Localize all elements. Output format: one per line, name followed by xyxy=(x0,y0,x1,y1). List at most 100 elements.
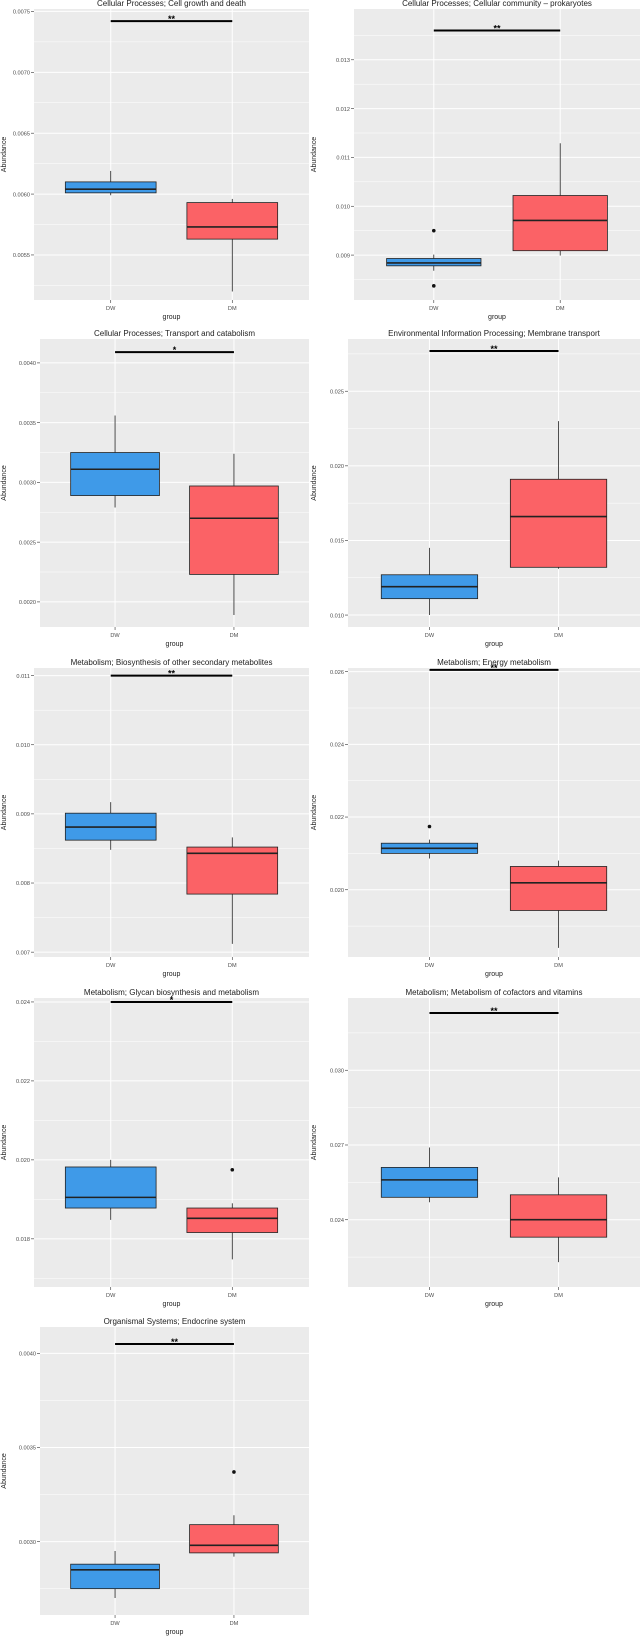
panel-title: Metabolism; Biosynthesis of other second… xyxy=(71,658,273,667)
y-tick-label: 0.0035 xyxy=(19,1446,36,1452)
x-axis-label: group xyxy=(166,641,184,648)
x-tick-label-DW: DW xyxy=(110,633,120,639)
x-tick-label-DM: DM xyxy=(230,1621,239,1627)
y-tick-label: 0.024 xyxy=(330,743,344,749)
significance-label: ** xyxy=(490,1006,498,1016)
panel-title: Environmental Information Processing; Me… xyxy=(388,329,600,338)
y-axis-label: Abundance xyxy=(311,137,318,173)
y-tick-label: 0.018 xyxy=(16,1237,30,1243)
box-DM xyxy=(509,478,608,568)
x-axis-label: group xyxy=(488,314,506,321)
y-tick-label: 0.0040 xyxy=(19,361,36,367)
y-tick-label: 0.010 xyxy=(336,204,350,210)
y-tick-label: 0.0060 xyxy=(13,192,30,198)
box-DW xyxy=(70,452,160,496)
y-tick-label: 0.012 xyxy=(336,107,350,113)
y-tick-label: 0.010 xyxy=(16,743,30,749)
outlier-point-DW xyxy=(431,284,436,288)
panel-title: Metabolism; Metabolism of cofactors and … xyxy=(406,988,583,997)
x-tick-label-DW: DW xyxy=(110,1621,120,1627)
x-tick-label-DW: DW xyxy=(106,306,116,312)
y-tick-label: 0.024 xyxy=(16,1000,30,1006)
x-axis-label: group xyxy=(163,971,181,978)
x-tick-label-DM: DM xyxy=(228,963,237,969)
panel-title: Organismal Systems; Endocrine system xyxy=(104,1317,246,1326)
y-axis-label: Abundance xyxy=(311,1125,318,1161)
x-tick-label-DW: DW xyxy=(425,963,435,969)
x-axis-label: group xyxy=(163,314,181,321)
box-DM xyxy=(189,1524,279,1554)
y-tick-label: 0.022 xyxy=(330,815,344,821)
y-tick-label: 0.020 xyxy=(16,1158,30,1164)
x-tick-label-DW: DW xyxy=(106,1293,116,1299)
panel-6: 0.020 0.022 0.024 0.026 **Metabolism; Energy… xyxy=(311,658,640,978)
significance-label: * xyxy=(173,345,177,355)
box-DM xyxy=(512,195,608,252)
outlier-point-DM xyxy=(230,1167,235,1172)
y-tick-label: 0.025 xyxy=(330,389,344,395)
x-tick-label-DM: DM xyxy=(554,963,563,969)
y-tick-label: 0.030 xyxy=(330,1068,344,1074)
y-tick-label: 0.0075 xyxy=(13,10,30,16)
box-DW xyxy=(380,1167,479,1198)
x-tick-label-DW: DW xyxy=(425,1293,435,1299)
box-DM xyxy=(186,1207,279,1233)
significance-label: ** xyxy=(171,1337,179,1347)
x-tick-label-DM: DM xyxy=(228,1293,237,1299)
y-axis-label: Abundance xyxy=(1,1453,8,1489)
box-DW xyxy=(64,1166,157,1209)
panel-5: 0.007 0.008 0.009 0.010 0.011 ** Metabolism; B… xyxy=(1,658,309,978)
x-tick-label-DM: DM xyxy=(554,633,563,639)
outlier-point-DW xyxy=(431,228,436,233)
panel-title: Cellular Processes; Cellular community –… xyxy=(402,0,592,8)
y-tick-label: 0.013 xyxy=(336,58,350,64)
y-tick-label: 0.022 xyxy=(16,1079,30,1085)
y-tick-label: 0.0035 xyxy=(19,421,36,427)
box-DM xyxy=(186,202,279,240)
significance-label: ** xyxy=(168,669,176,679)
x-axis-label: group xyxy=(485,971,503,978)
x-axis-label: group xyxy=(163,1301,181,1308)
y-tick-label: 0.020 xyxy=(330,888,344,894)
significance-label: ** xyxy=(493,23,501,33)
significance-label: * xyxy=(170,995,174,1005)
y-tick-label: 0.0055 xyxy=(13,253,30,259)
box-DM xyxy=(186,846,279,895)
y-tick-label: 0.009 xyxy=(336,253,350,259)
significance-label: ** xyxy=(490,344,498,354)
significance-label: ** xyxy=(490,663,498,673)
y-tick-label: 0.0025 xyxy=(19,540,36,546)
x-tick-label-DM: DM xyxy=(228,306,237,312)
x-tick-label-DM: DM xyxy=(230,633,239,639)
panel-3: 0.0020 0.0025 0.0030 0.0035 0.0040 * Cellular … xyxy=(1,329,309,648)
y-axis-label: Abundance xyxy=(311,795,318,831)
x-tick-label-DM: DM xyxy=(554,1293,563,1299)
panel-background xyxy=(34,9,309,300)
y-tick-label: 0.011 xyxy=(336,156,350,162)
x-tick-label-DW: DW xyxy=(425,633,435,639)
x-tick-label-DW: DW xyxy=(429,306,439,312)
x-axis-label: group xyxy=(166,1629,184,1636)
y-tick-label: 0.0030 xyxy=(19,1540,36,1546)
y-tick-label: 0.026 xyxy=(330,670,344,676)
outlier-point-DM xyxy=(232,1470,236,1474)
box-DM xyxy=(189,485,279,575)
y-tick-label: 0.0040 xyxy=(19,1352,36,1358)
panel-title: Metabolism; Energy metabolism xyxy=(437,658,551,667)
y-tick-label: 0.0030 xyxy=(19,481,36,487)
outlier-point-DW xyxy=(427,824,432,829)
x-tick-label-DM: DM xyxy=(556,306,565,312)
y-tick-label: 0.008 xyxy=(16,881,30,887)
panel-background xyxy=(34,668,309,957)
panel-2: 0.009 0.010 0.011 0.012 0.013 ** Cellular Proc… xyxy=(311,0,640,321)
box-DW xyxy=(64,181,157,194)
panel-1: 0.0055 0.0060 0.0065 0.0070 0.0075 ** Cellular… xyxy=(1,0,309,321)
box-DW xyxy=(70,1563,160,1590)
y-tick-label: 0.0020 xyxy=(19,600,36,606)
panel-title: Metabolism; Glycan biosynthesis and meta… xyxy=(84,988,260,997)
box-DM xyxy=(509,1194,608,1238)
panel-8: 0.024 0.027 0.030 ** Metabolism; Metabolism … xyxy=(311,988,640,1308)
y-tick-label: 0.027 xyxy=(330,1143,344,1149)
y-tick-label: 0.011 xyxy=(16,674,30,680)
